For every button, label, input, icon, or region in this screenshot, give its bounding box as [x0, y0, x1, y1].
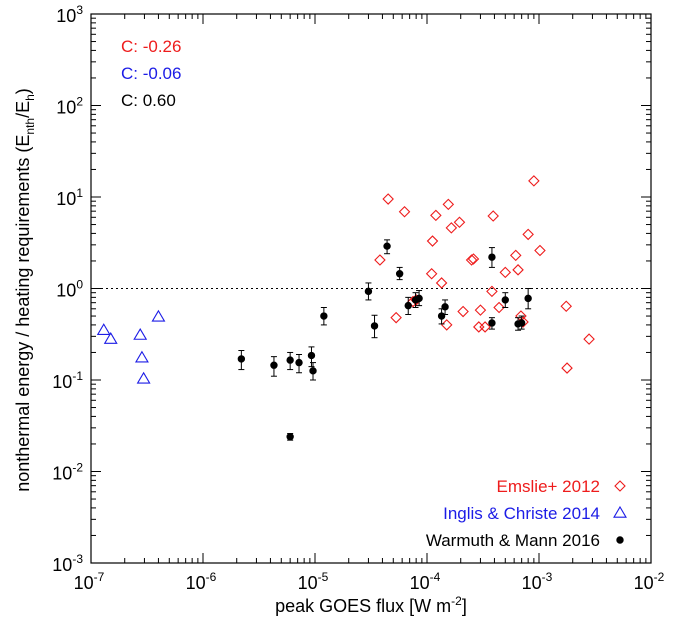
data-point [488, 319, 496, 327]
data-point [307, 351, 316, 360]
correlation-annotation: C: -0.06 [121, 64, 181, 83]
data-point [370, 322, 379, 330]
data-point [499, 266, 512, 279]
data-point [440, 319, 453, 331]
data-point [430, 209, 442, 222]
x-tick-label: 10-7 [74, 570, 105, 593]
data-point [286, 356, 294, 364]
data-point [512, 264, 524, 276]
data-point [488, 253, 496, 261]
y-tick-label: 103 [56, 3, 83, 26]
y-tick-label: 100 [56, 278, 83, 301]
data-point [453, 216, 466, 229]
data-point [309, 367, 317, 375]
y-tick-label: 10-2 [52, 461, 83, 484]
data-point [103, 332, 118, 344]
data-point [442, 198, 455, 211]
data-point [465, 254, 478, 266]
data-point [528, 175, 540, 187]
data-point [524, 294, 532, 303]
series-1 [374, 175, 595, 374]
data-point [583, 333, 595, 345]
y-tick-label: 10-3 [52, 552, 83, 575]
data-point [96, 323, 111, 335]
data-point [390, 311, 402, 324]
data-point [493, 301, 505, 314]
legend-label: Inglis & Christe 2014 [443, 504, 600, 523]
correlation-annotation: C: -0.26 [121, 37, 181, 56]
x-axis-label: peak GOES flux [W m-2] [275, 594, 467, 616]
data-point [295, 358, 303, 367]
data-point [457, 305, 469, 318]
data-point [474, 304, 487, 316]
y-tick-label: 10-1 [52, 369, 83, 392]
data-point [561, 362, 573, 374]
data-point [441, 303, 449, 311]
data-point [486, 285, 498, 298]
series-3 [237, 239, 532, 441]
data-point [364, 287, 373, 296]
data-point [134, 350, 149, 363]
data-point [151, 309, 166, 322]
y-tick-label: 101 [56, 186, 83, 209]
data-point [534, 244, 546, 257]
series-2 [96, 309, 166, 384]
data-point [501, 296, 509, 304]
data-point [415, 294, 423, 303]
legend-label: Warmuth & Mann 2016 [426, 531, 600, 550]
x-tick-label: 10-6 [186, 570, 217, 593]
x-tick-label: 10-2 [634, 570, 665, 593]
data-point [133, 327, 148, 340]
correlation-annotation: C: 0.60 [121, 91, 176, 110]
data-point [270, 361, 278, 369]
data-point [237, 355, 246, 363]
data-point [467, 253, 480, 265]
data-point [404, 301, 412, 310]
data-point [517, 319, 526, 327]
data-point [487, 210, 499, 222]
data-point [398, 205, 411, 218]
data-point [522, 228, 534, 241]
data-point [437, 312, 446, 320]
data-point [320, 312, 328, 320]
x-tick-label: 10-4 [410, 570, 441, 593]
data-point [382, 193, 394, 205]
data-point [425, 267, 438, 280]
legend-marker [613, 505, 627, 518]
y-axis-label: nonthermal energy / heating requirements… [13, 88, 37, 492]
y-tick-label: 102 [56, 95, 83, 118]
data-point [473, 321, 485, 333]
data-point [286, 433, 294, 441]
data-point [445, 222, 458, 234]
legend-label: Emslie+ 2012 [497, 477, 600, 496]
x-tick-label: 10-3 [522, 570, 553, 593]
data-point [509, 249, 522, 262]
data-point [136, 371, 151, 384]
data-point [395, 270, 404, 278]
data-point [560, 300, 572, 313]
data-point [426, 235, 439, 247]
legend-marker [616, 536, 624, 544]
x-tick-label: 10-5 [298, 570, 329, 593]
data-point [435, 277, 448, 289]
legend-marker [614, 480, 626, 492]
data-point [374, 254, 386, 266]
data-point [479, 321, 491, 333]
data-point [383, 242, 391, 250]
